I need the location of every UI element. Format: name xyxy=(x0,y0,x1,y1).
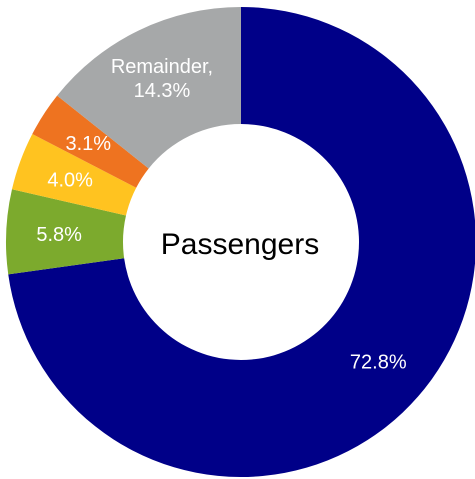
slice-4 xyxy=(57,6,242,169)
slice-labels-group: 72.8% 5.8% 4.0% 3.1% Remainder, 14.3% xyxy=(36,56,406,373)
slice-0 xyxy=(8,7,475,477)
slice-1 xyxy=(5,189,127,275)
slice-label-4: Remainder, 14.3% xyxy=(111,56,213,102)
slice-3 xyxy=(32,95,149,188)
slice-label-3: 3.1% xyxy=(65,133,111,155)
center-label: Passengers xyxy=(161,228,319,261)
slices-group xyxy=(5,6,475,477)
slice-label-0: 72.8% xyxy=(350,351,407,373)
slice-2 xyxy=(11,133,137,216)
slice-label-2: 4.0% xyxy=(47,169,93,191)
slice-label-1: 5.8% xyxy=(36,224,82,246)
